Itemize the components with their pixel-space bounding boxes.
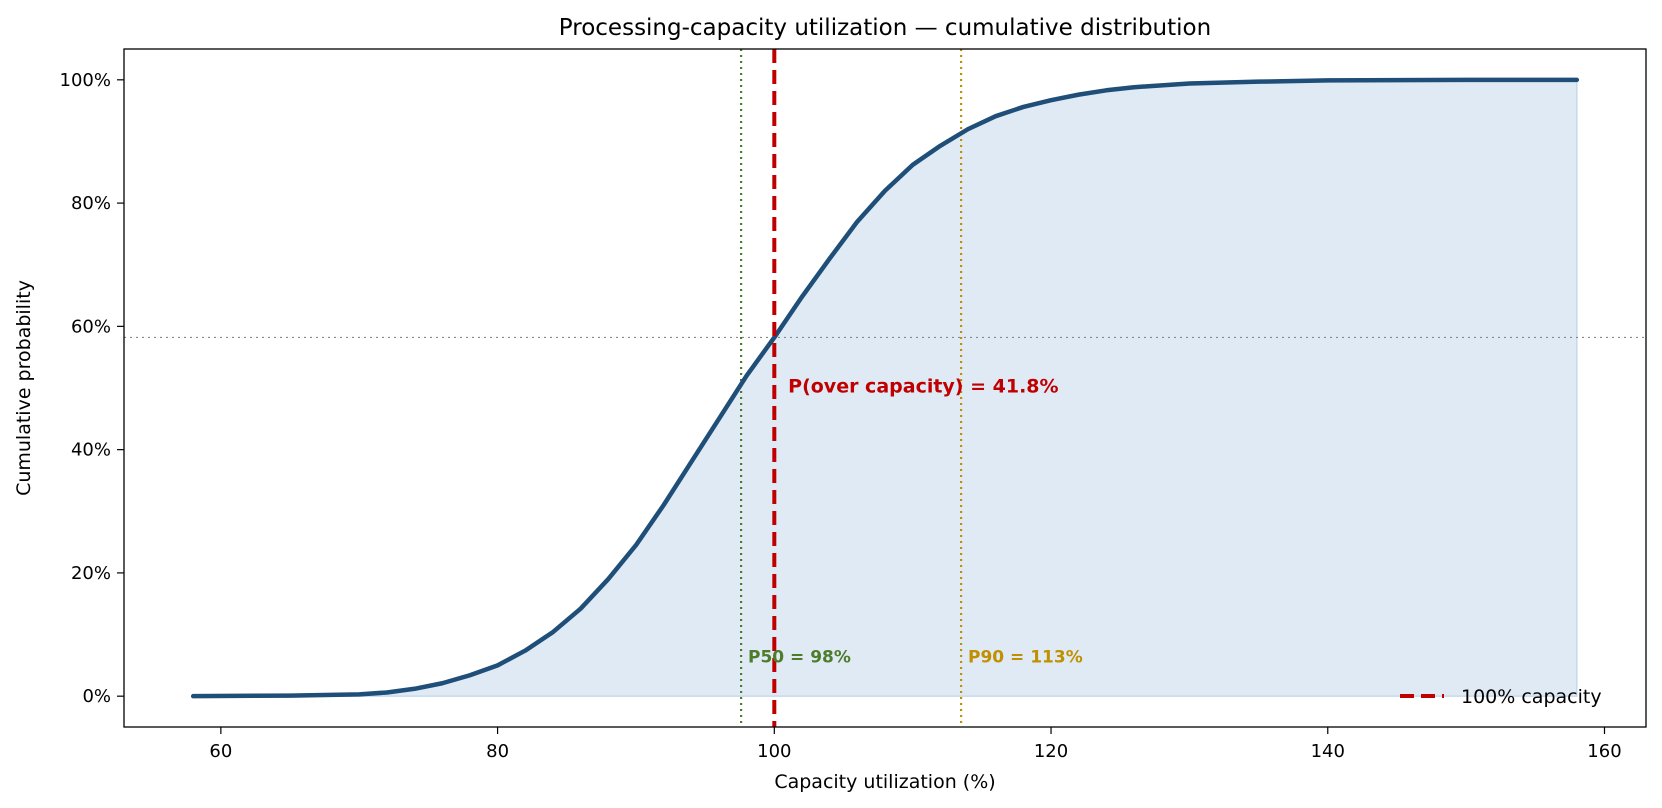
y-axis-label: Cumulative probability <box>13 280 35 496</box>
x-tick-label: 160 <box>1587 741 1621 762</box>
annotations: P(over capacity) = 41.8% P50 = 98% P90 = 1… <box>748 375 1083 667</box>
y-tick-label: 60% <box>71 316 111 337</box>
x-tick-label: 80 <box>486 741 509 762</box>
legend-label-100-capacity: 100% capacity <box>1461 686 1602 708</box>
x-axis-label: Capacity utilization (%) <box>774 771 995 793</box>
y-tick-label: 40% <box>71 440 111 461</box>
annotation-p50: P50 = 98% <box>748 647 851 667</box>
annotation-p90: P90 = 113% <box>968 647 1083 667</box>
x-tick-label: 60 <box>209 741 232 762</box>
y-tick-label: 20% <box>71 563 111 584</box>
y-tick-label: 80% <box>71 193 111 214</box>
x-tick-label: 140 <box>1311 741 1345 762</box>
plot-area <box>124 49 1646 727</box>
y-tick-label: 100% <box>60 70 111 91</box>
y-axis: 0% 20% 40% 60% 80% 100% <box>60 70 124 707</box>
plot-frame <box>123 48 1647 728</box>
x-tick-label: 100 <box>757 741 791 762</box>
chart-title: Processing-capacity utilization — cumula… <box>559 15 1211 41</box>
annotation-over-capacity: P(over capacity) = 41.8% <box>788 375 1058 397</box>
y-tick-label: 0% <box>82 686 111 707</box>
x-tick-label: 120 <box>1034 741 1068 762</box>
x-axis: 60 80 100 120 140 160 <box>209 727 1622 762</box>
cdf-line <box>190 77 1580 699</box>
legend: 100% capacity <box>1400 686 1602 708</box>
